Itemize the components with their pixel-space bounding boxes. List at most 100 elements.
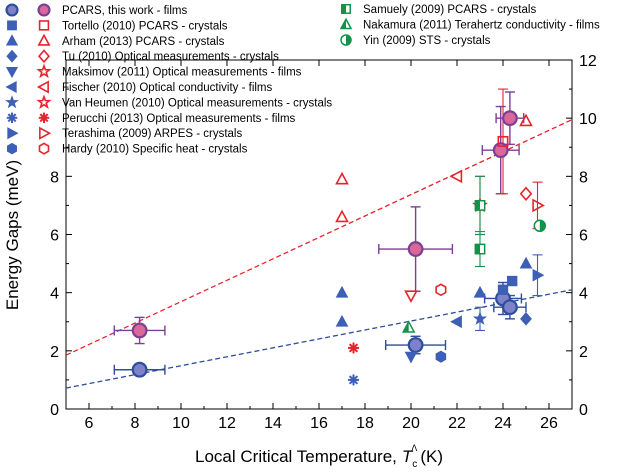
legend-marker-shape [37, 3, 51, 17]
data-point [497, 135, 509, 147]
data-point-shape [519, 256, 533, 269]
legend-label: Nakamura (2011) Terahertz conductivity -… [363, 20, 600, 32]
data-point [474, 243, 486, 255]
data-point-shape [335, 209, 349, 223]
legend-marker-shape [36, 80, 49, 94]
data-point [501, 299, 518, 316]
x-tick-label: 8 [131, 415, 140, 432]
data-point-shape [472, 311, 488, 325]
legend-marker [36, 94, 52, 109]
data-point [335, 209, 349, 223]
y-right-tick-label: 12 [579, 53, 597, 70]
data-point [404, 290, 418, 304]
legend-marker [39, 126, 52, 140]
legend-marker [341, 4, 351, 14]
data-point-shape [131, 322, 148, 339]
x-tick-label: 18 [356, 415, 374, 432]
legend-marker [6, 49, 18, 63]
legend-label: Perucchi (2013) Optical measurements - f… [62, 113, 296, 125]
data-point-shape [404, 290, 418, 304]
data-point [501, 110, 518, 127]
data-point [335, 285, 349, 298]
data-point [532, 268, 545, 282]
x-tick-label: 20 [402, 415, 420, 432]
fit-line-red [66, 119, 572, 356]
legend-marker [7, 20, 17, 31]
x-axis-superscript: Λ [411, 443, 417, 453]
x-axis-symbol: T [402, 447, 414, 466]
data-point-shape [532, 268, 545, 282]
legend-marker-shape [5, 80, 17, 94]
data-point [519, 256, 533, 269]
legend-marker-shape [37, 33, 51, 46]
data-point [533, 219, 547, 233]
data-point-shape [435, 350, 447, 363]
legend-label: Maksimov (2011) Optical measurements - f… [62, 67, 302, 79]
legend-marker [340, 34, 352, 46]
legend-marker-shape [38, 20, 50, 31]
y-left-tick-label: 0 [50, 402, 59, 419]
data-point-shape [501, 110, 518, 127]
legend-marker-shape [7, 127, 19, 140]
data-point [435, 350, 447, 363]
data-point-shape [497, 284, 509, 295]
legend-marker-shape [7, 20, 17, 31]
data-point-shape [335, 314, 349, 327]
legend-marker [36, 63, 52, 79]
y-left-tick-label: 2 [50, 344, 59, 361]
y-right-tick-label: 4 [579, 286, 588, 303]
legend-marker [38, 112, 50, 123]
data-point [449, 169, 463, 184]
legend-marker [6, 142, 18, 155]
data-point [407, 337, 424, 353]
data-point [335, 314, 349, 327]
data-point [348, 374, 359, 386]
y-right-tick-label: 10 [579, 111, 597, 128]
legend-label: Hardy (2010) Specific heat - crystals [62, 144, 248, 156]
legend-marker-shape [5, 3, 19, 17]
data-point-shape [519, 186, 533, 202]
legend-marker-fill [341, 4, 346, 14]
legend-marker-shape [39, 126, 52, 140]
axes-frame [65, 59, 573, 410]
data-point [131, 322, 148, 339]
y-right-tick-label: 6 [579, 228, 588, 245]
data-point-shape [407, 241, 424, 257]
legend-marker-shape [5, 95, 19, 109]
y-right-tick-label: 2 [579, 344, 588, 361]
data-point-stroke [348, 375, 359, 385]
x-tick-label: 14 [264, 415, 282, 432]
legend-label: Tu (2010) Optical measurements - crystal… [62, 51, 279, 63]
x-tick-label: 26 [540, 415, 558, 432]
data-point [519, 186, 533, 202]
data-point [335, 171, 349, 185]
data-point-stroke [348, 343, 359, 353]
legend-marker [37, 3, 51, 17]
x-tick-label: 16 [310, 415, 328, 432]
data-point [473, 285, 487, 298]
fit-line-blue [66, 289, 572, 389]
data-point [435, 283, 447, 297]
legend-marker [38, 20, 50, 31]
y-right-tick-label: 0 [579, 402, 588, 419]
data-point-shape [519, 113, 533, 127]
data-point-shape [520, 312, 532, 326]
legend-marker [5, 34, 19, 46]
legend-marker-shape [6, 142, 18, 155]
legend-marker-stroke [39, 113, 49, 123]
legend-label: Van Heumen (2010) Optical measurements -… [62, 97, 332, 109]
data-point [497, 284, 509, 295]
data-point [131, 361, 148, 378]
data-point-shape [497, 135, 509, 147]
data-point [472, 311, 488, 325]
fit-lines [66, 119, 572, 389]
data-point [474, 199, 486, 211]
legend-marker [5, 66, 19, 79]
legend-marker-shape [38, 49, 50, 64]
x-axis-unit: (K) [420, 447, 443, 466]
data-point [520, 312, 532, 326]
y-right-tick-label: 8 [579, 169, 588, 186]
y-left-tick-label: 6 [50, 228, 59, 245]
